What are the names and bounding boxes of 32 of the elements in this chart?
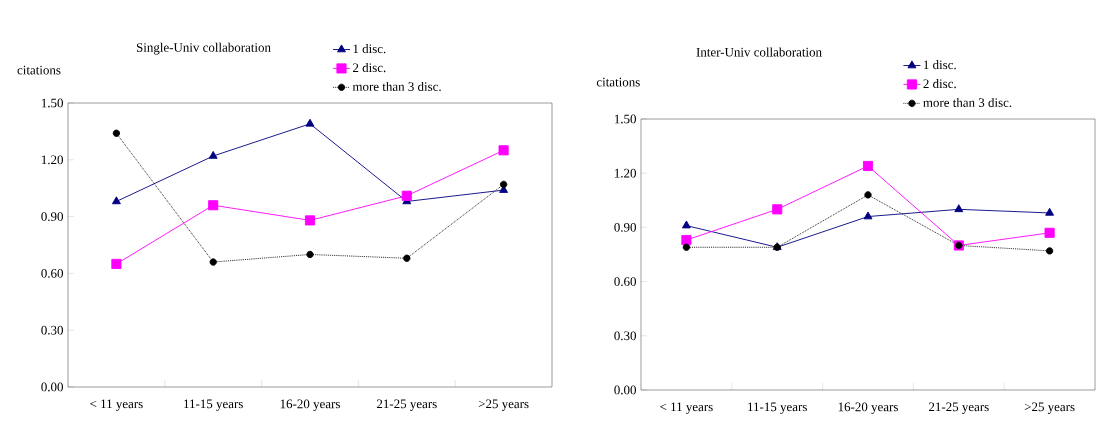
x-tick-label: < 11 years <box>660 402 713 414</box>
x-tick-label: >25 years <box>1024 402 1075 414</box>
x-tick-label: 16-20 years <box>280 399 340 411</box>
chart-title: Inter-Univ collaboration <box>696 47 822 57</box>
legend-label: 1 disc. <box>353 44 386 54</box>
y-tick-label: 1.20 <box>41 155 63 165</box>
y-tick-label: 1.50 <box>41 98 63 108</box>
x-tick-label: 21-25 years <box>928 402 989 414</box>
y-tick-label: 1.20 <box>614 168 636 178</box>
y-tick-label: 1.50 <box>614 114 636 124</box>
x-tick-label: 11-15 years <box>184 399 243 411</box>
legend-label: more than 3 disc. <box>923 97 1012 108</box>
chart-title: Single-Univ collaboration <box>136 42 271 55</box>
legend-label: 2 disc. <box>353 62 386 73</box>
x-tick-label: 11-15 years <box>748 402 807 414</box>
y-tick-label: 0.30 <box>41 325 63 335</box>
y-tick-label: 0.00 <box>614 385 636 395</box>
legend-label: more than 3 disc. <box>352 81 441 92</box>
y-tick-label: 0.60 <box>41 269 63 278</box>
x-tick-label: 21-25 years <box>376 399 437 411</box>
y-tick-label: 0.60 <box>614 277 636 286</box>
legend-label: 2 disc. <box>923 78 956 89</box>
y-axis-title: citations <box>596 77 640 87</box>
legend-label: 1 disc. <box>924 60 956 70</box>
x-tick-label: 16-20 years <box>838 402 898 414</box>
x-tick-label: < 11 years <box>90 399 143 411</box>
x-tick-label: >25 years <box>478 399 529 411</box>
y-tick-label: 0.30 <box>614 331 636 341</box>
y-axis-title: citations <box>17 65 61 75</box>
y-tick-label: 0.90 <box>41 212 63 221</box>
y-tick-label: 0.90 <box>614 223 636 232</box>
y-tick-label: 0.00 <box>41 382 63 392</box>
